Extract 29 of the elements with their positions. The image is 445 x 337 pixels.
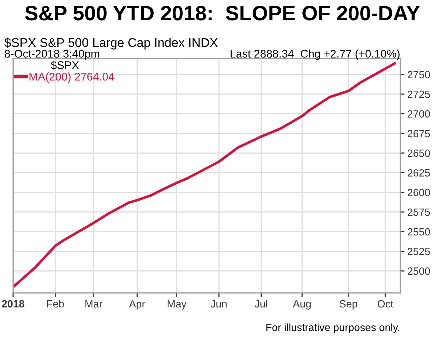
- x-tick-label: Jun: [210, 300, 227, 308]
- x-tick-label: Jul: [254, 300, 268, 308]
- x-tick-label: Sep: [340, 300, 358, 310]
- y-tick-label: 2725: [408, 90, 430, 98]
- x-tick-label: Feb: [47, 300, 64, 308]
- legend-title: $SPX: [51, 61, 80, 70]
- y-tick-label: 2525: [408, 248, 430, 256]
- x-tick-label: Oct: [378, 300, 394, 308]
- chart-title: S&P 500 YTD 2018: SLOPE OF 200-DAY: [25, 6, 420, 21]
- y-tick-label: 2575: [408, 208, 430, 216]
- y-tick-label: 2500: [408, 268, 430, 276]
- y-tick-label: 2600: [408, 189, 430, 196]
- text: For illustrative purposes only.: [266, 324, 400, 334]
- chart-subtitle: $SPX S&P 500 Large Cap Index INDX: [4, 38, 218, 50]
- y-tick-label: 2650: [408, 150, 430, 158]
- y-tick-label: 2750: [408, 71, 430, 79]
- y-tick-label: 2675: [408, 130, 430, 138]
- y-tick-label: 2700: [408, 110, 430, 118]
- x-tick-label: Mar: [86, 300, 103, 308]
- x-tick-label: Aug: [293, 300, 311, 310]
- annotation: Last 2888.34 Chg +2.77 (+0.10%): [230, 50, 400, 60]
- y-tick-label: 2550: [408, 228, 430, 236]
- annotation: 8-Oct-2018 3:40pm: [4, 50, 100, 60]
- x-tick-label: May: [168, 300, 187, 310]
- y-tick-label: 2625: [408, 169, 430, 177]
- x-tick-label: Apr: [129, 300, 146, 310]
- x-tick-label: 2018: [2, 300, 25, 308]
- line-series: [13, 62, 396, 288]
- legend-label: MA(200) 2764.04: [30, 72, 114, 84]
